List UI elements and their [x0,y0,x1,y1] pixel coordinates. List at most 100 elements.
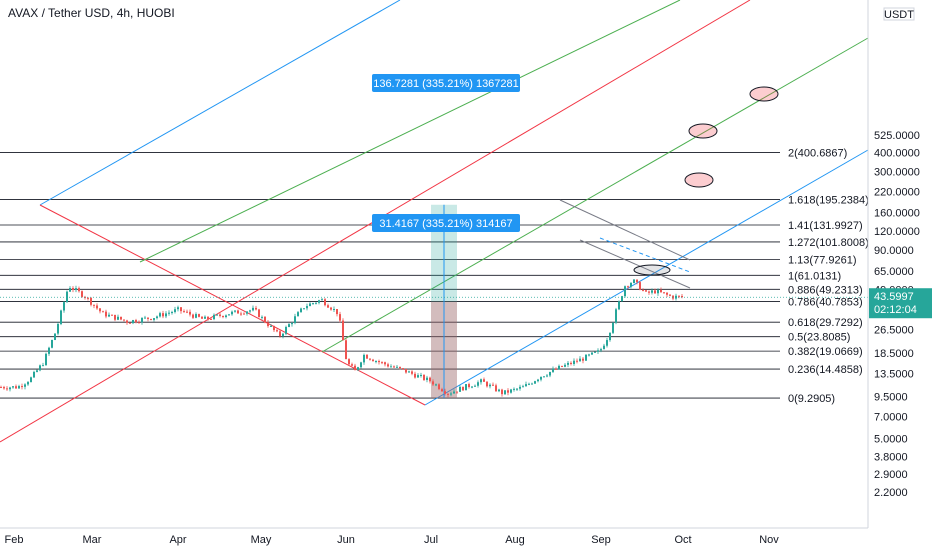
candle-body [261,316,263,318]
candle-body [174,309,176,313]
candle-body [213,314,215,320]
price-tick-label: 7.0000 [874,412,908,424]
price-tick-label: 5.0000 [874,433,908,445]
candle-body [264,316,266,323]
candle-body [210,318,212,320]
candle-body [681,295,683,298]
candle-body [465,384,467,391]
candle-body [369,358,371,360]
candle-body [240,313,242,315]
last-price-badge [869,288,932,319]
fib-label: 0.382(19.0669) [788,346,863,358]
candle-body [15,386,17,389]
candle-body [393,366,395,368]
candle-body [360,362,362,368]
candle-body [291,323,293,325]
red-ellipse-target [688,123,718,139]
channel-line-red-handle [39,204,426,406]
gray-ellipse-target [633,264,671,276]
candle-body [420,374,422,376]
candle-body [513,388,515,390]
candle-body [114,314,116,320]
candle-body [42,365,44,367]
candle-body [339,314,341,321]
candle-body [492,384,494,386]
candle-body [450,393,452,395]
price-tick-label: 220.0000 [874,187,920,199]
candle-body [564,364,566,367]
candle-body [207,316,209,319]
fib-label: 0(9.2905) [788,393,835,405]
candle-body [36,370,38,372]
candle-body [624,286,626,297]
candle-body [102,311,104,313]
candle-body [381,362,383,364]
candle-body [192,314,194,318]
candle-body [528,383,530,385]
candle-body [132,320,134,324]
candle-body [177,307,179,310]
time-tick-label: Nov [759,534,779,546]
price-tick-label: 160.0000 [874,207,920,219]
candle-body [621,296,623,302]
candle-body [444,391,446,394]
fibonacci-labels: 0(9.2905) 0.236(14.4858) 0.382(19.0669) 0.5… [788,148,869,405]
candle-body [297,312,299,317]
candle-body [51,339,53,348]
candle-body [417,375,419,378]
candle-body [144,317,146,319]
candle-body [105,311,107,317]
time-tick-label: Oct [674,534,691,546]
candle-body [648,291,650,293]
candle-body [201,316,203,319]
fib-label: 0.786(40.7853) [788,297,863,309]
candle-body [636,279,638,283]
candle-body [459,386,461,392]
candle-body [12,386,14,388]
candle-body [375,361,377,363]
candle-body [609,332,611,341]
candle-body [615,309,617,323]
candle-body [141,317,143,323]
price-axis[interactable]: 2.2000 2.9000 3.8000 5.0000 7.0000 9.5000 13.5… [867,0,932,550]
candle-body [21,386,23,388]
candle-body [93,304,95,306]
candle-body [462,386,464,391]
candle-body [78,288,80,292]
candle-body [237,310,239,314]
candle-body [162,313,164,317]
candle-body [39,365,41,371]
candle-body [495,385,497,392]
candle-body [63,302,65,311]
candle-body [456,391,458,393]
last-price-value: 43.5997 [874,291,914,303]
candle-body [117,316,119,320]
candle-body [81,291,83,297]
time-tick-label: Jul [424,534,438,546]
candle-body [129,322,131,324]
candle-body [276,330,278,332]
candle-body [402,368,404,370]
candle-body [285,326,287,334]
time-axis[interactable]: Feb Mar Apr May Jun Jul Aug Sep Oct Nov [0,527,868,546]
candle-body [351,364,353,366]
red-ellipse-target [749,86,779,102]
candle-body [651,290,653,293]
candle-body [273,325,275,331]
candle-body [138,322,140,324]
candle-body [315,302,317,304]
candle-body [309,303,311,307]
symbol-title: AVAX / Tether USD, 4h, HUOBI [8,6,175,20]
candle-body [45,353,47,366]
candle-body [507,390,509,393]
candle-body [654,290,656,294]
candle-body [480,379,482,383]
candle-body [579,358,581,362]
time-tick-label: May [251,534,272,546]
fib-label: 0.618(29.7292) [788,317,863,329]
fib-label: 1.13(77.9261) [788,254,857,266]
candle-body [345,340,347,360]
candle-body [27,382,29,385]
candle-body [540,376,542,380]
